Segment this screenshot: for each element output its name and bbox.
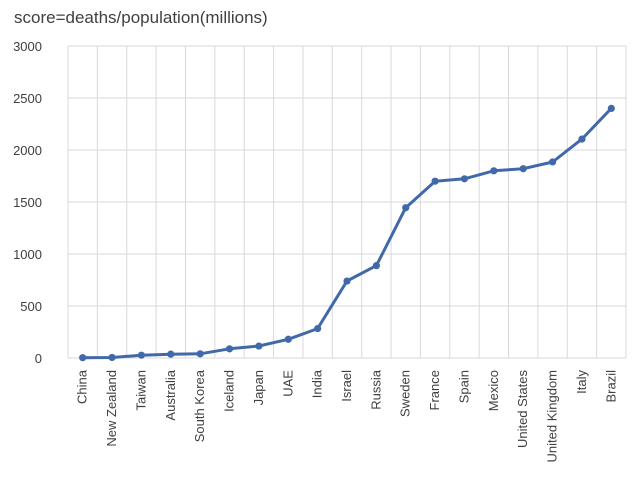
y-tick-label: 1000 [13, 247, 42, 262]
x-tick-label: United Kingdom [545, 370, 560, 463]
x-tick-label: France [427, 370, 442, 410]
data-point [108, 353, 116, 362]
data-point [225, 345, 234, 353]
data-point [255, 342, 263, 350]
x-tick-label: Japan [251, 370, 266, 405]
data-point [167, 350, 175, 358]
data-point [578, 135, 586, 143]
data-point [284, 335, 292, 343]
data-point [79, 354, 87, 362]
data-point [196, 350, 204, 358]
data-point [460, 175, 469, 183]
x-tick-label: Mexico [486, 370, 501, 411]
data-point [314, 324, 322, 333]
data-point [402, 204, 410, 212]
data-point [137, 351, 146, 359]
x-tick-label: Israel [339, 370, 354, 402]
y-tick-label: 500 [20, 299, 42, 314]
x-tick-label: Sweden [398, 370, 413, 417]
x-tick-label: United States [515, 370, 530, 449]
chart-title: score=deaths/population(millions) [14, 8, 268, 27]
data-point [372, 262, 380, 270]
data-point [519, 165, 527, 173]
y-tick-label: 3000 [13, 39, 42, 54]
x-tick-label: Taiwan [133, 370, 148, 410]
x-tick-label: Brazil [603, 370, 618, 403]
x-tick-label: Italy [574, 370, 589, 394]
y-tick-label: 0 [35, 351, 42, 366]
data-point [490, 167, 498, 175]
x-tick-label: Australia [163, 369, 178, 420]
x-tick-label: Iceland [222, 370, 237, 412]
y-tick-label: 1500 [13, 195, 42, 210]
data-point [548, 158, 557, 166]
data-point [607, 104, 615, 112]
x-tick-label: UAE [280, 370, 295, 397]
y-tick-label: 2000 [13, 143, 42, 158]
y-tick-label: 2500 [13, 91, 42, 106]
data-point [431, 177, 439, 185]
series-line [81, 106, 613, 360]
x-tick-label: Spain [456, 370, 471, 403]
x-tick-label: South Korea [192, 369, 207, 442]
x-tick-label: New Zealand [104, 370, 119, 447]
x-tick-label: Russia [368, 369, 383, 410]
data-point [343, 277, 351, 285]
x-tick-label: China [75, 369, 90, 404]
x-tick-label: India [310, 369, 325, 398]
